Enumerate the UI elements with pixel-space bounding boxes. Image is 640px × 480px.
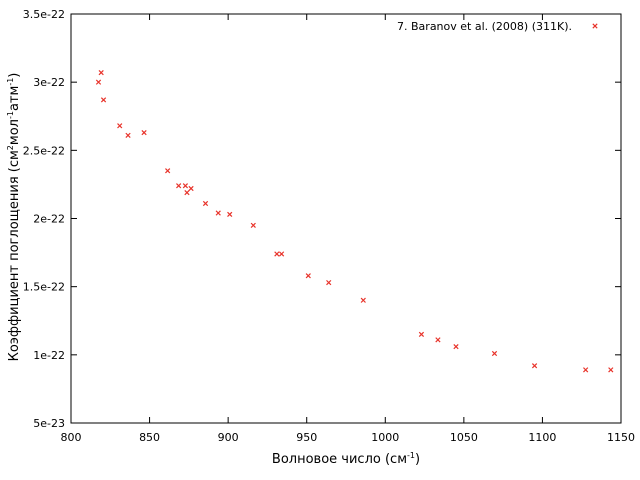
marker-stroke	[326, 279, 332, 286]
data-point	[531, 363, 538, 369]
data-point	[453, 344, 459, 350]
data-point	[182, 183, 189, 189]
marker-stroke	[215, 210, 221, 216]
marker-stroke	[418, 331, 425, 338]
data-points	[95, 69, 614, 373]
marker-stroke	[202, 200, 209, 207]
data-point	[188, 185, 194, 192]
legend-marker	[592, 23, 598, 29]
data-point	[491, 350, 498, 357]
data-point	[583, 367, 589, 373]
marker-stroke	[227, 211, 233, 218]
marker-stroke	[453, 344, 459, 350]
marker-stroke	[274, 251, 280, 257]
y-axis-label-part-2: мол	[7, 119, 22, 145]
y-axis-label-part-4: атм	[7, 86, 22, 111]
y-tick-label: 3e-22	[33, 76, 65, 89]
marker-stroke	[360, 297, 366, 303]
marker-stroke	[188, 185, 194, 192]
x-tick-label: 850	[139, 431, 160, 444]
x-tick-labels: 800 850 900 950 1000 1050 1100 1150	[61, 431, 636, 444]
x-axis-label: Волновое число (см-1)	[272, 451, 420, 467]
marker-stroke	[98, 69, 104, 76]
data-point	[202, 200, 209, 207]
legend-label: 7. Baranov et al. (2008) (311K).	[397, 20, 572, 33]
marker-stroke	[278, 251, 285, 257]
marker-stroke	[531, 363, 538, 369]
data-point	[125, 132, 131, 138]
y-tick-label: 1.5e-22	[23, 281, 65, 294]
x-tick-label: 1050	[450, 431, 478, 444]
data-point	[435, 337, 441, 343]
marker-stroke	[141, 129, 147, 136]
data-point	[184, 189, 190, 196]
x-tick-label: 1100	[528, 431, 556, 444]
marker-stroke	[125, 132, 131, 138]
y-tick-labels: 5e-23 1e-22 1.5e-22 2e-22 2.5e-22 3e-22 3.5e-2…	[23, 8, 65, 430]
y-axis-label-part-6: )	[7, 73, 22, 78]
data-point	[141, 129, 147, 136]
marker-stroke	[583, 367, 589, 373]
marker-stroke	[182, 183, 189, 189]
x-axis-label-exponent: -1	[407, 451, 415, 460]
tick-marks	[70, 13, 622, 424]
marker-stroke	[95, 79, 102, 85]
data-point	[100, 97, 107, 103]
marker-stroke	[435, 337, 441, 343]
data-point	[418, 331, 425, 338]
data-point	[278, 251, 285, 257]
y-axis-label-part-0: Коэффициент поглощения (см	[7, 150, 22, 361]
marker-stroke	[305, 273, 311, 279]
x-tick-label: 1150	[607, 431, 635, 444]
plot-border	[70, 13, 622, 424]
data-point	[98, 69, 104, 76]
y-axis-label-part-1: 2	[6, 145, 15, 150]
marker-stroke	[165, 168, 171, 174]
x-tick-label: 1000	[371, 431, 399, 444]
x-tick-label: 950	[296, 431, 317, 444]
plot-frame	[70, 13, 622, 424]
data-point	[215, 210, 221, 216]
marker-stroke	[176, 183, 182, 189]
marker-stroke	[100, 97, 107, 103]
data-point	[250, 222, 256, 228]
marker-stroke	[250, 222, 256, 228]
data-point	[95, 79, 102, 85]
data-point	[117, 123, 123, 129]
data-point	[176, 183, 182, 189]
y-tick-label: 1e-22	[33, 349, 65, 362]
y-tick-label: 5e-23	[33, 417, 65, 430]
data-point	[227, 211, 233, 218]
marker-stroke	[184, 189, 190, 196]
marker-stroke	[491, 350, 498, 357]
x-axis-label-end: )	[415, 452, 420, 467]
y-tick-label: 2e-22	[33, 213, 65, 226]
data-point	[608, 367, 614, 373]
y-tick-label: 3.5e-22	[23, 8, 65, 21]
legend: 7. Baranov et al. (2008) (311K).	[397, 20, 598, 33]
legend-marker-symbol	[592, 23, 598, 29]
marker-stroke	[117, 123, 123, 129]
marker-stroke	[592, 23, 598, 29]
y-axis-label-part-3: -1	[6, 111, 15, 119]
data-point	[274, 251, 280, 257]
data-point	[326, 279, 332, 286]
data-point	[360, 297, 366, 303]
y-tick-label: 2.5e-22	[23, 144, 65, 157]
marker-stroke	[608, 367, 614, 373]
y-axis-label: Коэффициент поглощения (см2мол-1атм-1)	[6, 73, 22, 362]
y-axis-label-part-5: -1	[6, 78, 15, 86]
data-point	[305, 273, 311, 279]
x-axis-label-text: Волновое число (см	[272, 452, 407, 467]
x-tick-label: 900	[218, 431, 239, 444]
data-point	[165, 168, 171, 174]
x-tick-label: 800	[61, 431, 82, 444]
